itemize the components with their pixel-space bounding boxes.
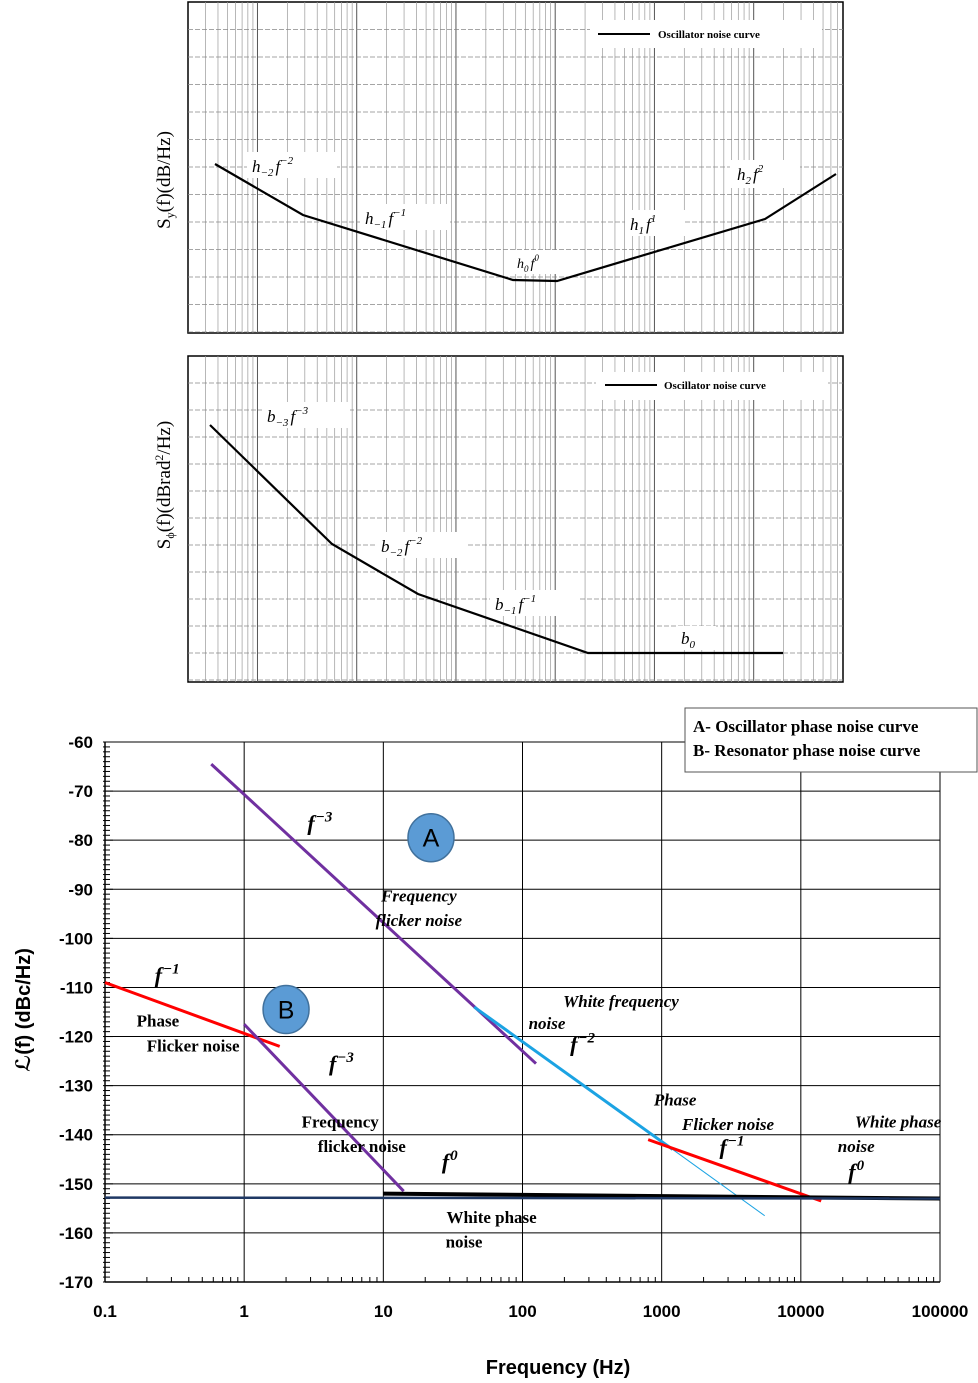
panel-sphi-term-b-1: b−1 f−1 (495, 593, 536, 617)
annotation-label: White frequency (563, 992, 679, 1011)
marker-B: B (262, 984, 310, 1035)
main-ytick-label: -140 (59, 1126, 93, 1145)
main-xtick-label: 100000 (912, 1302, 969, 1321)
annotation-label: Frequency (302, 1112, 380, 1131)
panel-sy-term-h1: h1 f1 (630, 213, 656, 237)
annotation-label: Flicker noise (681, 1115, 775, 1134)
main-ytick-label: -110 (60, 978, 93, 997)
main-ytick-label: -60 (68, 733, 93, 752)
main-xtick-label: 0.1 (93, 1302, 117, 1321)
noise-segment-purple (243, 1023, 405, 1193)
phase-noise-chart: -60 -70 -80 -90 -100 -110 -120 -130 -140 -150 -160… (13, 707, 978, 1379)
annotation-power-law: f−1 (155, 962, 180, 988)
main-legend: A- Oscillator phase noise curve B- Resona… (684, 707, 978, 773)
panel-sphi-legend-label: Oscillator noise curve (664, 380, 766, 392)
main-ytick-label: -170 (59, 1273, 93, 1292)
main-ylabel: ℒ(f) (dBc/Hz) (13, 948, 35, 1072)
panel-sy-legend-label: Oscillator noise curve (658, 29, 760, 41)
annotation-power-law: f0 (848, 1158, 864, 1184)
annotation-label: noise (838, 1137, 875, 1156)
marker-circle (407, 812, 455, 863)
main-ytick-label: -90 (68, 880, 93, 899)
main-ytick-label: -80 (68, 831, 93, 850)
panel-sphi: Oscillator noise curve b−3 f−3 b−2 f−2 b−1… (152, 355, 844, 683)
annotation-label: White phase (447, 1208, 538, 1227)
annotation-label: White phase (855, 1112, 942, 1131)
noise-segment-red (647, 1138, 822, 1203)
main-xlabel: Frequency (Hz) (486, 1357, 630, 1379)
main-xtick-label: 10 (374, 1302, 393, 1321)
panel-sphi-ylabel: Sϕ(f)(dBrad2/Hz) (152, 421, 177, 549)
panel-sphi-term-b0: b0 (681, 629, 696, 651)
marker-label: A (423, 825, 440, 853)
annotation-label: Phase (653, 1090, 697, 1109)
marker-label: B (278, 997, 295, 1025)
annotation-power-law: f0 (442, 1148, 458, 1174)
annotation-label: flicker noise (318, 1137, 406, 1156)
main-markers: AB (262, 812, 455, 1035)
annotation-power-law: f−3 (329, 1050, 354, 1076)
main-xtick-label: 10000 (777, 1302, 824, 1321)
marker-A: A (407, 812, 455, 863)
annotation-power-law: f−1 (720, 1133, 745, 1159)
annotation-label: Flicker noise (147, 1036, 240, 1055)
panel-sy-term-h0: h0 f0 (517, 253, 539, 274)
panel-sy-term-h-1: h−1 f−1 (365, 207, 406, 231)
panel-sphi-term-b-2: b−2 f−2 (381, 535, 423, 559)
main-xtick-label: 100 (508, 1302, 536, 1321)
annotation-label: noise (446, 1233, 483, 1252)
panel-sy-term-h2: h2 f2 (737, 163, 764, 187)
main-ytick-label: -120 (59, 1028, 93, 1047)
annotation-power-law: f−2 (570, 1030, 595, 1056)
main-legend-entry: B- Resonator phase noise curve (693, 741, 921, 760)
main-ytick-label: -130 (59, 1077, 93, 1096)
panel-sy-ylabel: Sy(f)(dB/Hz) (154, 131, 177, 229)
noise-segment-purple (210, 762, 538, 1065)
main-ytick-label: -70 (68, 782, 93, 801)
marker-circle (262, 984, 310, 1035)
main-ytick-label: -100 (59, 929, 93, 948)
panel-sphi-curve (209, 424, 783, 655)
annotation-label: Phase (137, 1012, 180, 1031)
main-xtick-label: 1 (239, 1302, 248, 1321)
annotation-power-law: f−3 (307, 809, 332, 835)
noise-segment-red (104, 981, 281, 1048)
main-grid (104, 741, 941, 1283)
main-legend-box (684, 707, 978, 773)
main-segments (104, 762, 941, 1217)
panel-sy: Oscillator noise curve h−2 f−2 h−1 f−1 h0 f… (154, 1, 844, 334)
main-annotations: f−3 Frequency flicker noise f−1 Phase Flicker… (137, 809, 942, 1251)
annotation-label: noise (529, 1014, 566, 1033)
main-ytick-label: -160 (59, 1224, 93, 1243)
panel-sy-term-h-2: h−2 f−2 (252, 155, 294, 179)
main-ytick-label: -150 (59, 1175, 93, 1194)
annotation-label: flicker noise (376, 911, 463, 930)
panel-sphi-term-b-3: b−3 f−3 (267, 405, 309, 429)
main-axes: -60 -70 -80 -90 -100 -110 -120 -130 -140 -150 -160… (59, 733, 968, 1321)
annotation-label: Frequency (380, 887, 457, 906)
main-legend-entry: A- Oscillator phase noise curve (693, 717, 919, 736)
panel-sy-curve (214, 163, 837, 283)
noise-segment-navy (104, 1196, 941, 1200)
noise-segment-blue (473, 1005, 674, 1151)
noise-segment-blue (672, 1149, 765, 1217)
main-xtick-label: 1000 (643, 1302, 681, 1321)
